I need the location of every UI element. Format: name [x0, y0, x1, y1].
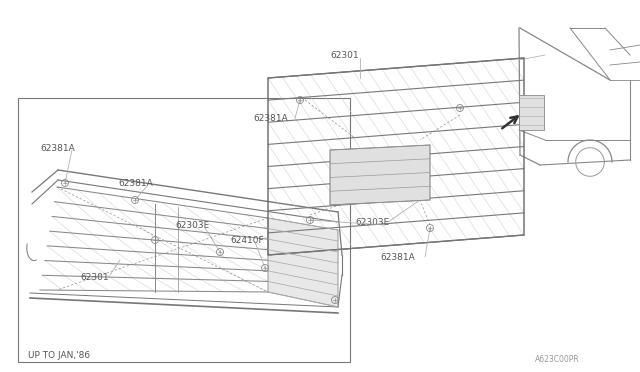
Bar — [519, 95, 544, 130]
Polygon shape — [268, 218, 338, 307]
Text: 62303E: 62303E — [175, 221, 209, 230]
Text: 62301: 62301 — [80, 273, 109, 282]
Text: 62303E: 62303E — [355, 218, 389, 227]
Text: 62381A: 62381A — [253, 113, 288, 122]
Text: 62301: 62301 — [330, 51, 358, 60]
Text: UP TO JAN,'86: UP TO JAN,'86 — [28, 350, 90, 359]
Text: 62381A: 62381A — [118, 179, 153, 187]
Polygon shape — [330, 145, 430, 205]
Bar — [18, 98, 350, 362]
Text: 62381A: 62381A — [40, 144, 75, 153]
Text: 62410F: 62410F — [230, 235, 264, 244]
Text: 62381A: 62381A — [380, 253, 415, 263]
Text: A623C00PR: A623C00PR — [535, 356, 580, 365]
